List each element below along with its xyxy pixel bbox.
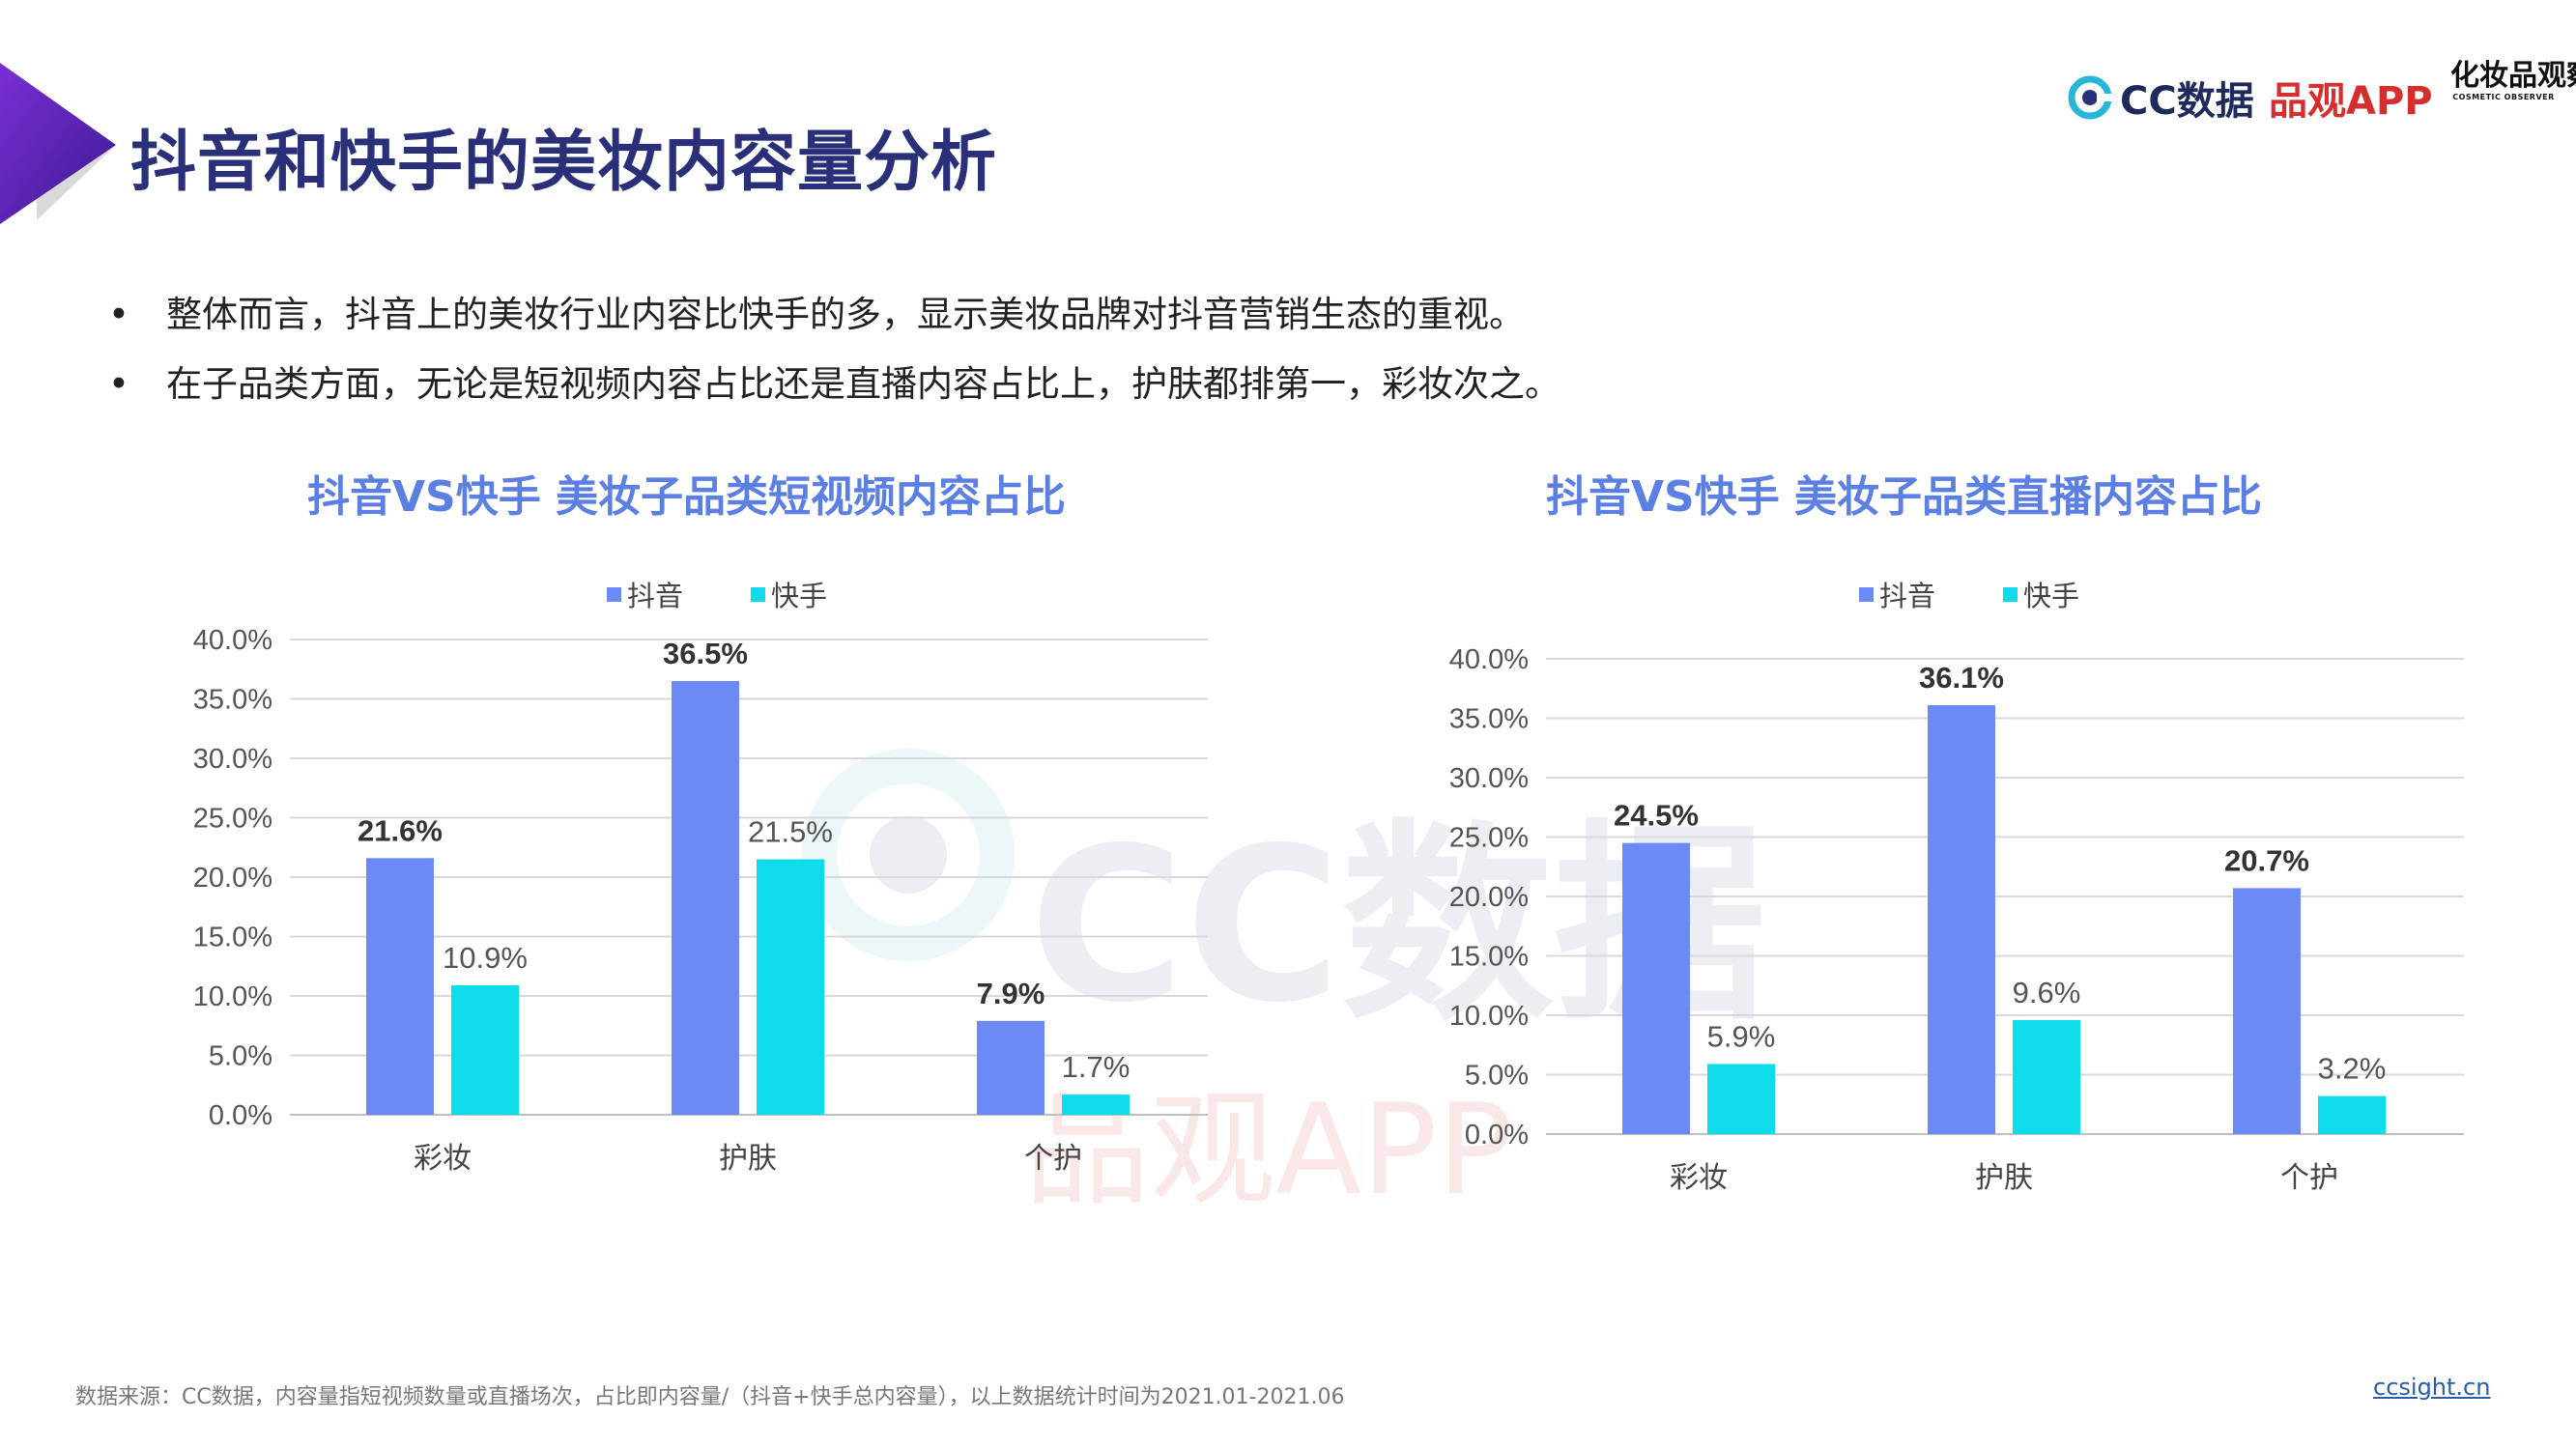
summary-bullet-list: • 整体而言，抖音上的美妆行业内容比快手的多，显示美妆品牌对抖音营销生态的重视。 …: [97, 280, 1560, 419]
x-category-label: 个护: [2280, 1161, 2338, 1195]
y-tick-label: 35.0%: [1449, 704, 1529, 735]
bullet-marker: •: [108, 363, 129, 405]
y-tick-label: 40.0%: [193, 625, 272, 656]
legend-swatch-kuaishou: [751, 586, 766, 602]
site-link[interactable]: ccsight.cn: [2373, 1374, 2491, 1401]
data-label-douyin: 24.5%: [1614, 799, 1699, 833]
x-category-label: 护肤: [1975, 1161, 2033, 1195]
legend-label-douyin: 抖音: [1879, 580, 1936, 612]
y-tick-label: 15.0%: [1449, 942, 1529, 973]
data-label-douyin: 7.9%: [977, 977, 1045, 1010]
legend-swatch-douyin: [607, 586, 621, 602]
legend-swatch-kuaishou: [2003, 586, 2018, 602]
x-category-label: 彩妆: [1670, 1161, 1728, 1195]
bar-kuaishou: [2318, 1095, 2386, 1134]
chart-legend-short-video: 抖音 快手: [607, 574, 827, 614]
bar-kuaishou: [451, 984, 519, 1115]
bar-kuaishou: [1062, 1094, 1130, 1115]
data-label-kuaishou: 9.6%: [2013, 976, 2081, 1009]
x-category-label: 个护: [1024, 1142, 1082, 1176]
y-tick-label: 10.0%: [193, 981, 272, 1012]
bar-kuaishou: [2013, 1019, 2080, 1134]
legend-label-douyin: 抖音: [627, 580, 684, 612]
data-label-kuaishou: 10.9%: [443, 941, 528, 975]
corner-triangle-decoration: [0, 63, 116, 224]
summary-bullet: • 整体而言，抖音上的美妆行业内容比快手的多，显示美妆品牌对抖音营销生态的重视。: [97, 280, 1560, 350]
summary-bullet-text: 整体而言，抖音上的美妆行业内容比快手的多，显示美妆品牌对抖音营销生态的重视。: [166, 294, 1525, 335]
data-source-note: 数据来源：CC数据，内容量指短视频数量或直播场次，占比即内容量/（抖音+快手总内…: [75, 1385, 1345, 1409]
page-title: 抖音和快手的美妆内容量分析: [130, 125, 998, 201]
cc-eye-icon: [2068, 75, 2112, 120]
bullet-marker: •: [108, 294, 129, 335]
summary-bullet-text: 在子品类方面，无论是短视频内容占比还是直播内容占比上，护肤都排第一，彩妆次之。: [166, 363, 1560, 405]
bar-douyin: [2233, 888, 2301, 1134]
legend-item-douyin: 抖音: [1859, 574, 1935, 614]
chart-title-short-video: 抖音VS快手 美妆子品类短视频内容占比: [307, 472, 1067, 522]
bar-kuaishou: [1707, 1064, 1775, 1134]
y-tick-label: 25.0%: [193, 804, 272, 835]
bar-douyin: [366, 858, 434, 1115]
bar-douyin: [672, 681, 739, 1115]
chart-title-live-stream: 抖音VS快手 美妆子品类直播内容占比: [1546, 472, 2263, 522]
logo-group: CC数据 品观APP 化妆品观察 COSMETIC OBSERVER: [2068, 59, 2576, 156]
legend-label-kuaishou: 快手: [771, 580, 828, 612]
data-label-douyin: 36.1%: [1919, 661, 2004, 695]
y-tick-label: 0.0%: [1465, 1120, 1529, 1151]
data-label-douyin: 20.7%: [2224, 843, 2309, 877]
cc-data-logo-text: CC数据: [2120, 79, 2254, 124]
summary-bullet: • 在子品类方面，无论是短视频内容占比还是直播内容占比上，护肤都排第一，彩妆次之。: [97, 350, 1560, 419]
data-label-kuaishou: 21.5%: [748, 815, 833, 849]
y-tick-label: 0.0%: [209, 1100, 272, 1131]
data-label-kuaishou: 3.2%: [2318, 1052, 2387, 1086]
y-tick-label: 20.0%: [1449, 882, 1529, 913]
bar-kuaishou: [757, 859, 824, 1115]
y-tick-label: 5.0%: [209, 1041, 272, 1072]
legend-swatch-douyin: [1859, 586, 1874, 602]
live-stream-bar-chart: 0.0% 5.0% 10.0% 15.0% 20.0% 25.0% 30.0% 35.0% 40…: [1449, 644, 2464, 1195]
x-category-label: 护肤: [719, 1142, 777, 1176]
cosmetic-observer-logo-sub: COSMETIC OBSERVER: [2452, 93, 2555, 101]
y-tick-label: 40.0%: [1449, 644, 1529, 675]
x-category-label: 彩妆: [414, 1142, 472, 1176]
legend-item-kuaishou: 快手: [751, 574, 827, 614]
y-tick-label: 30.0%: [1449, 763, 1529, 794]
legend-item-douyin: 抖音: [607, 574, 683, 614]
bar-douyin: [977, 1020, 1045, 1115]
pinguan-app-logo: 品观APP: [2269, 79, 2433, 124]
legend-label-kuaishou: 快手: [2023, 580, 2080, 612]
cc-data-logo: CC数据: [2068, 70, 2254, 126]
data-label-kuaishou: 1.7%: [1062, 1050, 1131, 1084]
y-tick-label: 15.0%: [193, 923, 272, 953]
y-tick-label: 30.0%: [193, 744, 272, 775]
y-tick-label: 5.0%: [1465, 1061, 1529, 1092]
legend-item-kuaishou: 快手: [2003, 574, 2079, 614]
bar-douyin: [1928, 704, 1995, 1134]
short-video-bar-chart: 0.0% 5.0% 10.0% 15.0% 20.0% 25.0% 30.0% 35.0% 40…: [193, 625, 1208, 1176]
bar-douyin: [1622, 842, 1690, 1134]
cosmetic-observer-logo: 化妆品观察 COSMETIC OBSERVER: [2450, 59, 2576, 102]
data-label-douyin: 21.6%: [358, 813, 443, 847]
y-tick-label: 20.0%: [193, 863, 272, 894]
cosmetic-observer-logo-main: 化妆品观察: [2450, 59, 2576, 93]
chart-legend-live-stream: 抖音 快手: [1859, 574, 2079, 614]
y-tick-label: 35.0%: [193, 685, 272, 716]
y-tick-label: 25.0%: [1449, 823, 1529, 854]
data-label-douyin: 36.5%: [663, 637, 748, 670]
data-label-kuaishou: 5.9%: [1707, 1019, 1776, 1053]
y-tick-label: 10.0%: [1449, 1001, 1529, 1032]
